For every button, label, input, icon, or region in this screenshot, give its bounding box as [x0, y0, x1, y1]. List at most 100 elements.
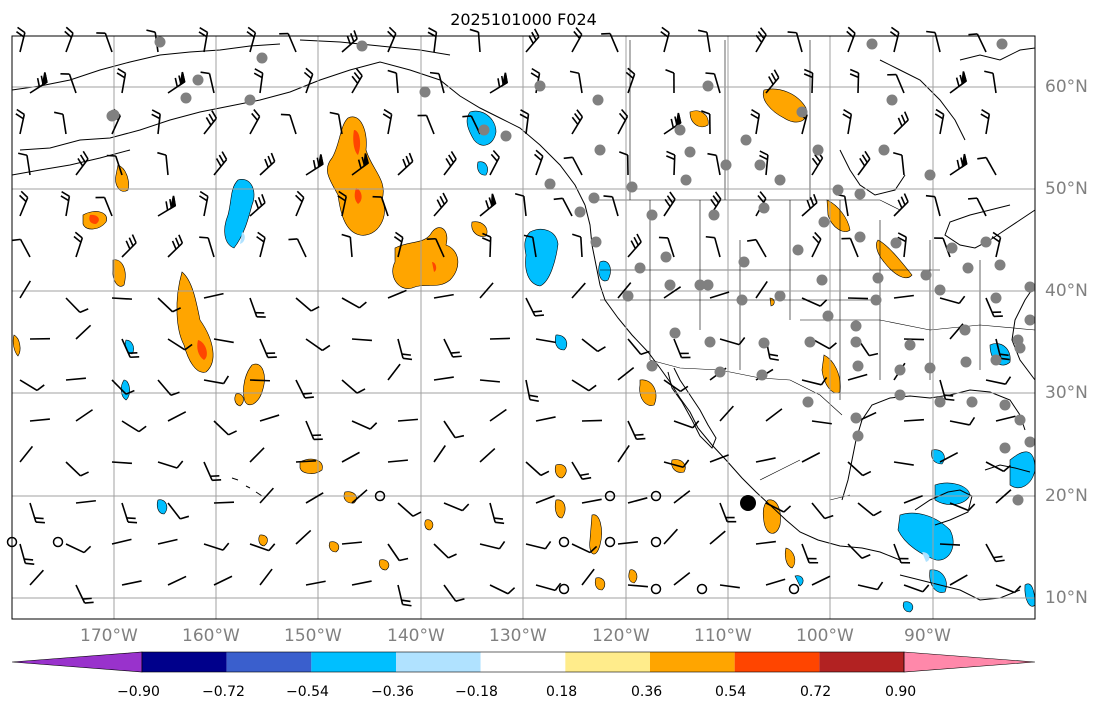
wind-barb	[618, 151, 629, 176]
wind-barb	[581, 419, 603, 422]
station-marker	[1024, 281, 1036, 293]
wind-barb	[719, 584, 740, 589]
wind-barb	[305, 580, 326, 586]
wind-barb	[750, 108, 761, 135]
station-marker	[180, 92, 192, 104]
wind-barb	[893, 294, 914, 299]
wind-barb	[305, 154, 324, 176]
wind-barb	[934, 108, 945, 135]
wind-barb	[801, 297, 828, 307]
station-marker	[822, 310, 834, 322]
wind-barb	[847, 297, 869, 300]
wind-barb	[295, 297, 320, 312]
colorbar-bin	[734, 652, 820, 672]
wind-barb	[111, 461, 133, 465]
wind-barb	[673, 490, 691, 504]
wind-barb	[429, 71, 445, 94]
station-marker	[894, 364, 906, 376]
station-marker	[946, 242, 958, 254]
wind-barb	[157, 460, 184, 469]
wind-barb	[387, 26, 397, 53]
wind-barb	[893, 543, 911, 564]
station-marker	[754, 159, 766, 171]
wind-barb	[259, 414, 280, 422]
wind-barb	[968, 33, 987, 53]
wind-barb	[535, 582, 562, 592]
wind-barb	[479, 282, 494, 299]
wind-barb	[15, 108, 26, 135]
wind-barb	[60, 72, 77, 94]
wind-barb	[893, 111, 909, 135]
wind-barb	[387, 543, 409, 562]
wind-barbs	[11, 26, 1022, 607]
wind-barb	[53, 111, 67, 135]
wind-barb	[167, 502, 190, 520]
station-marker	[740, 134, 752, 146]
calm-circle	[558, 536, 570, 548]
wind-barb	[755, 280, 768, 299]
station-marker	[720, 159, 732, 171]
lon-label: 160°W	[182, 626, 240, 646]
wind-barb	[341, 451, 360, 463]
lon-label: 110°W	[694, 626, 752, 646]
calm-circle	[558, 583, 570, 595]
lon-label: 170°W	[80, 626, 138, 646]
political-borders	[595, 40, 1036, 501]
wind-barb	[481, 232, 492, 258]
lat-label: 40°N	[1045, 281, 1088, 301]
wind-barb	[157, 151, 169, 176]
calm-circle	[650, 490, 662, 502]
station-marker	[850, 412, 862, 424]
wind-barb	[249, 447, 265, 463]
colorbar-tick-label: 0.90	[885, 684, 917, 700]
wind-barb	[167, 234, 184, 258]
wind-barb	[259, 338, 277, 359]
strong-positive-contours	[89, 130, 437, 360]
station-marker	[866, 38, 878, 50]
wind-barb	[617, 541, 638, 545]
wind-barb	[949, 574, 968, 586]
wind-barb	[417, 114, 435, 135]
wind-barb	[847, 461, 872, 477]
station-marker	[886, 94, 898, 106]
station-marker	[626, 181, 638, 193]
station-marker	[832, 184, 844, 196]
wind-barb	[167, 338, 193, 351]
wind-barb	[535, 416, 556, 422]
wind-barb	[617, 366, 635, 381]
wind-barb	[387, 289, 407, 299]
wind-barb	[116, 67, 127, 94]
station-marker	[758, 337, 770, 349]
station-marker	[850, 336, 862, 348]
wind-barb	[665, 69, 675, 94]
wind-barb	[535, 338, 556, 344]
colorbar-tick-label: −0.18	[455, 684, 498, 700]
wind-barb	[387, 363, 401, 381]
wind-barb	[111, 538, 132, 545]
wind-barb	[719, 336, 746, 346]
wind-barb	[949, 323, 964, 340]
wind-barb	[601, 32, 619, 53]
wind-barb	[203, 461, 222, 482]
wind-barb	[617, 109, 629, 135]
wind-barb	[397, 584, 412, 607]
wind-barb	[203, 542, 230, 551]
station-marker	[934, 396, 946, 408]
station-marker	[924, 362, 936, 374]
station-marker	[622, 290, 634, 302]
station-marker	[966, 396, 978, 408]
wind-barb	[433, 293, 454, 299]
wind-barb	[857, 581, 884, 591]
station-marker	[756, 369, 768, 381]
wind-barb	[249, 379, 271, 382]
lon-label: 90°W	[904, 626, 951, 646]
wind-barb	[489, 408, 507, 422]
wind-barb	[295, 190, 305, 217]
station-marker	[646, 209, 658, 221]
station-marker	[684, 146, 696, 158]
wind-barb	[666, 150, 676, 176]
station-marker	[738, 256, 750, 268]
wind-barb	[625, 67, 636, 94]
station-marker	[872, 272, 884, 284]
